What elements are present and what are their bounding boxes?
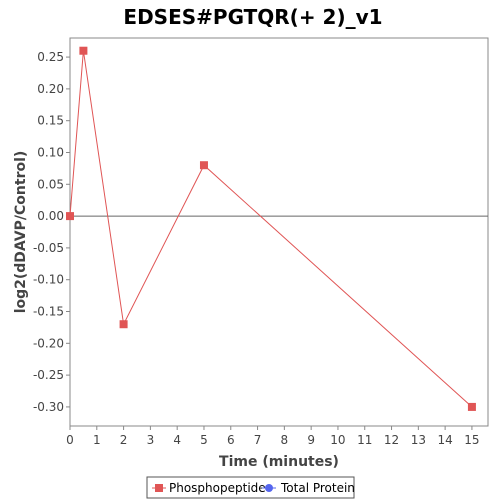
x-tick-label: 8 <box>281 433 289 447</box>
y-tick-label: -0.15 <box>33 305 64 319</box>
series-layer <box>66 46 476 411</box>
x-tick-label: 3 <box>147 433 155 447</box>
x-axis-label: Time (minutes) <box>219 454 339 470</box>
x-axis: 0 1 2 3 4 5 6 7 8 9 10 11 12 13 14 15 <box>66 426 480 447</box>
x-tick-label: 9 <box>307 433 315 447</box>
legend-label-total-protein: Total Protein <box>280 481 355 495</box>
x-tick-label: 1 <box>93 433 101 447</box>
y-axis: 0.25 0.20 0.15 0.10 0.05 0.00 -0.05 -0.10 -0.15 -… <box>33 50 70 414</box>
x-tick-label: 14 <box>437 433 452 447</box>
y-tick-label: -0.10 <box>33 273 64 287</box>
legend-frame <box>146 476 355 499</box>
chart-title: EDSES#PGTQR(+ 2)_v1 <box>123 5 382 29</box>
data-point <box>79 46 88 55</box>
x-tick-label: 4 <box>173 433 181 447</box>
legend-marker-phosphopeptide <box>155 484 163 492</box>
y-tick-label: 0.00 <box>37 209 64 223</box>
plot-frame <box>69 37 489 427</box>
x-tick-label: 5 <box>200 433 208 447</box>
x-tick-label: 13 <box>411 433 426 447</box>
data-point <box>119 320 128 329</box>
y-tick-label: -0.05 <box>33 241 64 255</box>
y-axis-label: log2(dDAVP/Control) <box>13 151 29 314</box>
y-tick-label: -0.30 <box>33 400 64 414</box>
legend: Phosphopeptide Total Protein <box>146 476 355 499</box>
y-tick-label: 0.05 <box>37 177 64 191</box>
y-tick-label: 0.15 <box>37 114 64 128</box>
y-tick-label: 0.20 <box>37 82 64 96</box>
y-tick-label: 0.25 <box>37 50 64 64</box>
y-tick-label: -0.25 <box>33 368 64 382</box>
data-point <box>199 161 208 170</box>
data-point <box>467 402 476 411</box>
plot-area <box>69 37 489 427</box>
x-tick-label: 7 <box>254 433 262 447</box>
y-tick-label: -0.20 <box>33 336 64 350</box>
legend-marker-total-protein <box>265 484 273 492</box>
x-tick-label: 10 <box>330 433 345 447</box>
data-point <box>66 212 74 221</box>
legend-label-phosphopeptide: Phosphopeptide <box>169 481 266 495</box>
x-tick-label: 0 <box>66 433 74 447</box>
x-tick-label: 6 <box>227 433 235 447</box>
x-tick-label: 12 <box>384 433 399 447</box>
x-tick-label: 11 <box>357 433 372 447</box>
x-tick-label: 15 <box>464 433 479 447</box>
y-tick-label: 0.10 <box>37 145 64 159</box>
x-tick-label: 2 <box>120 433 128 447</box>
